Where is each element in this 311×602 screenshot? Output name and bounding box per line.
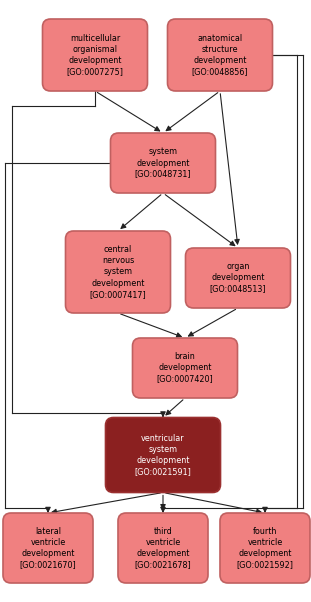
Text: organ
development
[GO:0048513]: organ development [GO:0048513] [210,262,266,294]
FancyBboxPatch shape [220,513,310,583]
FancyBboxPatch shape [66,231,170,313]
FancyBboxPatch shape [3,513,93,583]
FancyBboxPatch shape [132,338,238,398]
Text: fourth
ventricle
development
[GO:0021592]: fourth ventricle development [GO:0021592… [236,527,294,569]
FancyBboxPatch shape [105,418,220,492]
FancyBboxPatch shape [168,19,272,91]
Text: ventricular
system
development
[GO:0021591]: ventricular system development [GO:00215… [135,434,192,476]
FancyBboxPatch shape [118,513,208,583]
Text: central
nervous
system
development
[GO:0007417]: central nervous system development [GO:0… [90,245,146,299]
Text: system
development
[GO:0048731]: system development [GO:0048731] [135,147,191,179]
Text: multicellular
organismal
development
[GO:0007275]: multicellular organismal development [GO… [67,34,123,76]
Text: lateral
ventricle
development
[GO:0021670]: lateral ventricle development [GO:002167… [20,527,77,569]
FancyBboxPatch shape [185,248,290,308]
Text: third
ventricle
development
[GO:0021678]: third ventricle development [GO:0021678] [135,527,191,569]
FancyBboxPatch shape [110,133,216,193]
Text: brain
development
[GO:0007420]: brain development [GO:0007420] [157,352,213,383]
FancyBboxPatch shape [43,19,147,91]
Text: anatomical
structure
development
[GO:0048856]: anatomical structure development [GO:004… [192,34,248,76]
